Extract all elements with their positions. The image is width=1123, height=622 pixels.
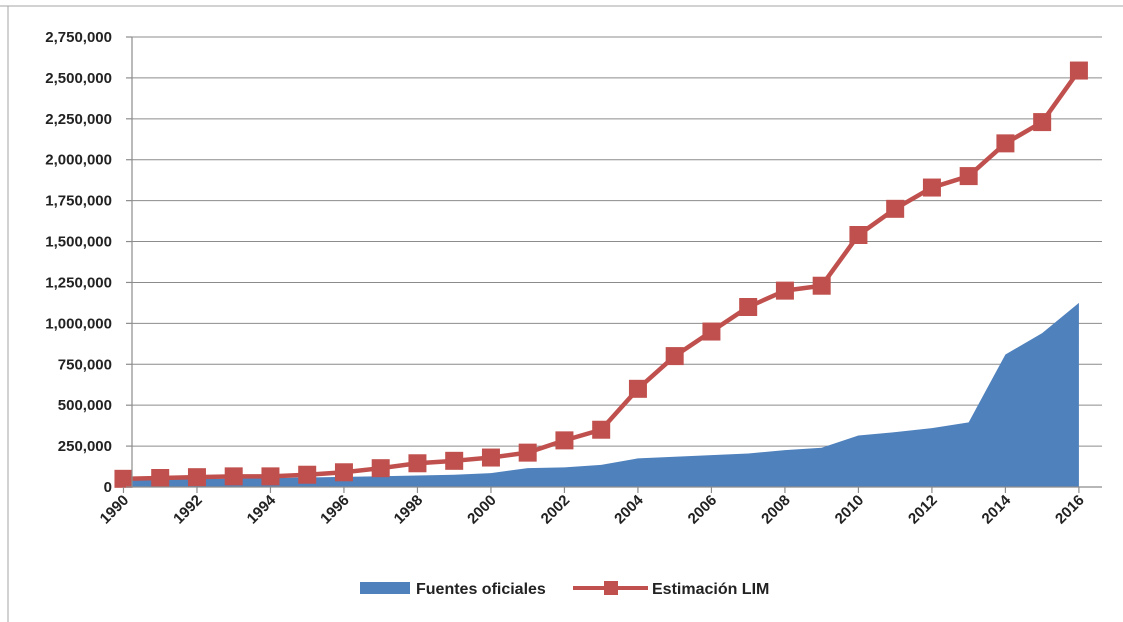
marker-estimacion-lim-1997 (371, 459, 390, 478)
y-tick-label: 250,000 (58, 438, 112, 455)
y-tick-labels: 0 250,000 500,000 750,000 1,000,000 1,250,000… (45, 29, 132, 496)
marker-estimacion-lim-2015 (1033, 113, 1052, 132)
y-tick-label: 1,250,000 (45, 274, 112, 291)
x-tick-label: 2004 (611, 491, 647, 527)
y-tick-label: 1,000,000 (45, 315, 112, 332)
marker-estimacion-lim-2004 (628, 379, 647, 398)
legend: Fuentes oficiales Estimación LIM (360, 581, 769, 598)
y-tick-label: 2,500,000 (45, 70, 112, 87)
marker-estimacion-lim-1990 (114, 469, 133, 488)
x-tick-label: 2012 (905, 492, 941, 528)
legend-swatch-marker-estimacion-lim (604, 581, 618, 595)
marker-estimacion-lim-2010 (849, 226, 868, 244)
marker-estimacion-lim-2011 (886, 199, 905, 218)
axes (131, 37, 1102, 488)
marker-estimacion-lim-2000 (481, 448, 500, 467)
marker-estimacion-lim-2005 (665, 347, 684, 366)
x-tick-label: 1996 (317, 492, 353, 528)
x-tick-label: 2006 (685, 492, 721, 528)
marker-estimacion-lim-1991 (151, 469, 170, 487)
marker-estimacion-lim-1992 (187, 468, 206, 487)
marker-estimacion-lim-1993 (224, 467, 243, 486)
y-tick-label: 500,000 (58, 397, 112, 414)
legend-swatch-fuentes-oficiales (360, 582, 410, 594)
y-tick-label: 2,000,000 (45, 152, 112, 169)
marker-estimacion-lim-2013 (959, 167, 978, 186)
marker-estimacion-lim-2001 (518, 443, 537, 462)
marker-estimacion-lim-1996 (334, 463, 353, 482)
y-tick-label: 750,000 (58, 356, 112, 373)
x-tick-label: 2000 (464, 492, 500, 528)
x-tick-label: 1992 (170, 492, 206, 528)
y-tick-label: 2,750,000 (45, 29, 112, 46)
legend-label-estimacion-lim: Estimación LIM (652, 581, 769, 598)
line-estimacion-lim (123, 69, 1081, 482)
y-tick-label: 1,500,000 (45, 234, 112, 251)
marker-estimacion-lim-2014 (996, 134, 1015, 153)
x-tick-label: 2008 (758, 492, 794, 528)
legend-label-fuentes-oficiales: Fuentes oficiales (416, 581, 546, 598)
x-tick-label: 2010 (832, 492, 868, 528)
marker-estimacion-lim-2012 (922, 178, 941, 197)
area-series-layer (123, 302, 1079, 487)
marker-estimacion-lim-2009 (812, 276, 831, 295)
x-tick-label: 1998 (391, 492, 427, 528)
x-tick-label: 1994 (244, 491, 280, 527)
marker-estimacion-lim-1999 (445, 451, 464, 470)
marker-estimacion-lim-2002 (555, 431, 574, 450)
y-tick-label: 2,250,000 (45, 111, 112, 128)
marker-estimacion-lim-2008 (775, 281, 794, 300)
marker-estimacion-lim-1998 (408, 454, 427, 473)
y-tick-label: 0 (104, 479, 112, 496)
x-tick-label: 1990 (97, 492, 133, 528)
y-tick-label: 1,750,000 (45, 193, 112, 210)
marker-estimacion-lim-1995 (298, 465, 317, 484)
line-series-layer (114, 61, 1088, 488)
grid-lines (132, 36, 1102, 447)
x-tick-label: 2002 (538, 492, 574, 528)
marker-estimacion-lim-2003 (592, 420, 611, 439)
x-tick-label: 2016 (1052, 492, 1088, 528)
x-tick-labels: 1990 1992 1994 1996 1998 2000 2002 2004 2006 2008… (97, 487, 1088, 527)
marker-estimacion-lim-2007 (739, 298, 758, 316)
marker-estimacion-lim-2006 (702, 322, 721, 341)
x-tick-label: 2014 (979, 491, 1015, 527)
marker-estimacion-lim-1994 (261, 467, 280, 486)
marker-estimacion-lim-2016 (1069, 61, 1088, 80)
area-fuentes-oficiales (123, 302, 1079, 487)
